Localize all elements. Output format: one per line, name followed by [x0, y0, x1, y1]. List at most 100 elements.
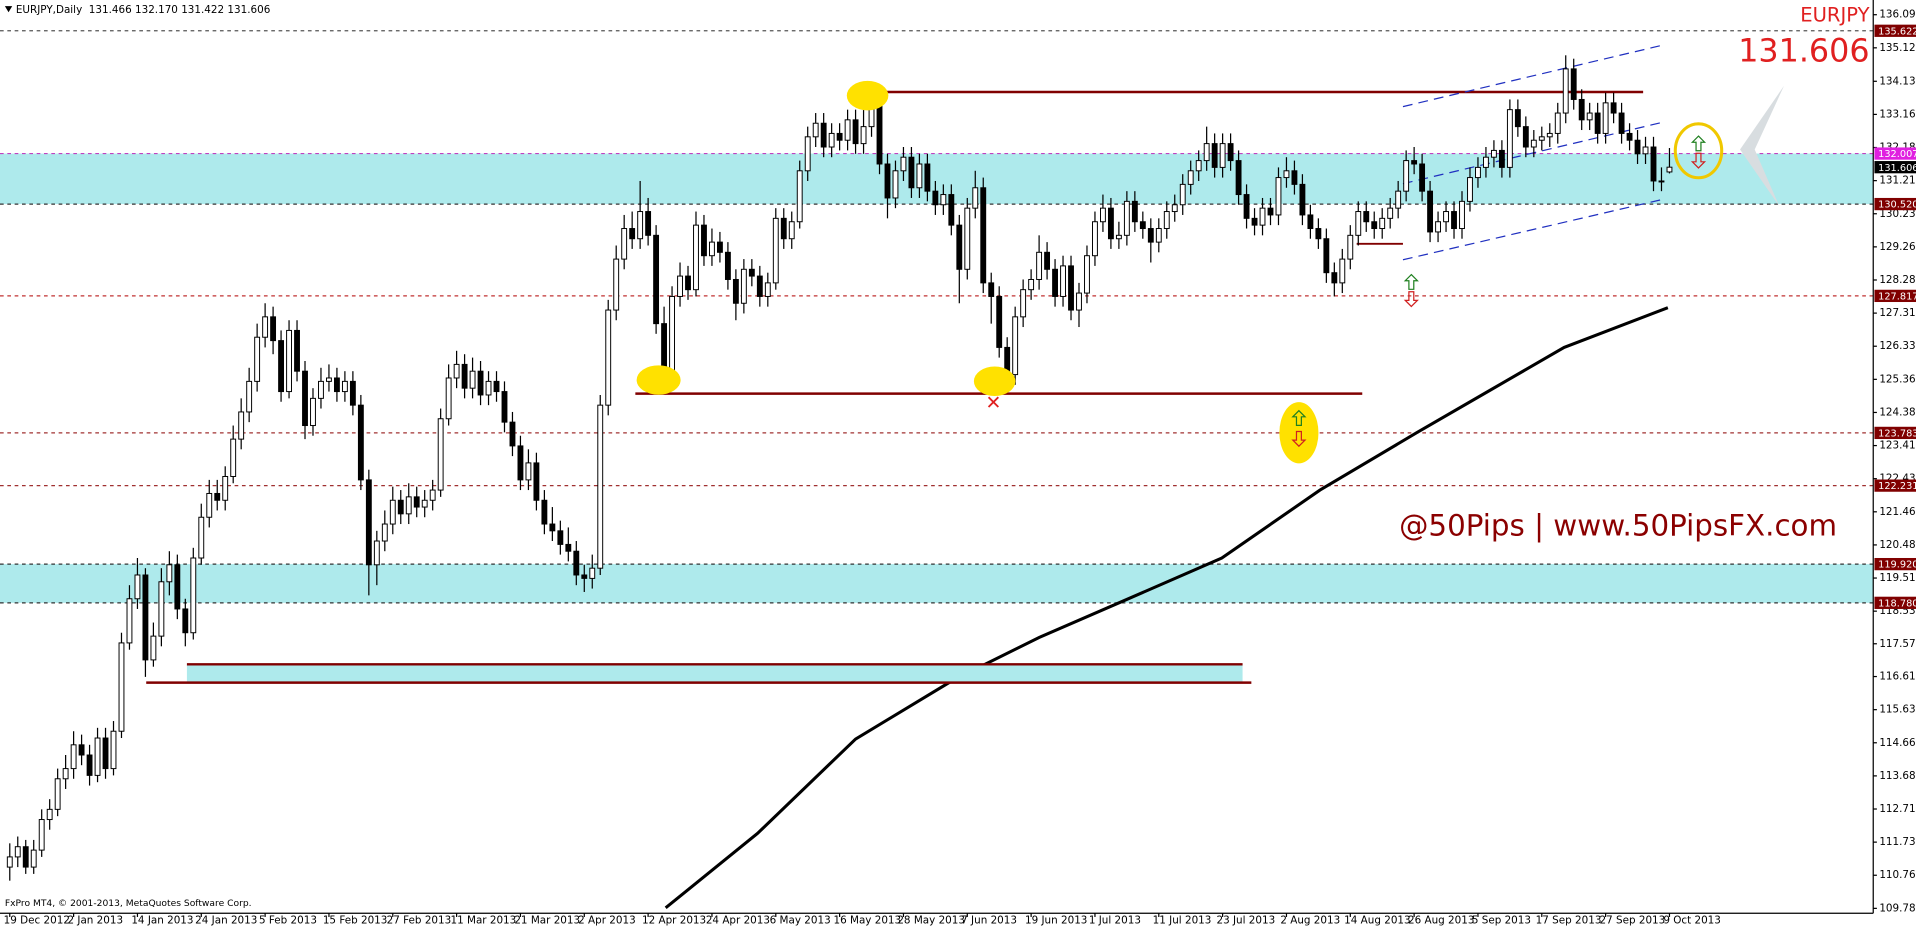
y-tick-label: 127.310 — [1879, 307, 1916, 319]
candle-body — [1259, 207, 1266, 226]
level-box — [1874, 426, 1916, 440]
candle-body — [1498, 149, 1505, 168]
x-tick-label: 11 Mar 2013 — [451, 915, 517, 927]
candle-body — [246, 380, 253, 413]
candle-body — [836, 132, 843, 141]
candle-body — [1459, 200, 1465, 230]
candle-body — [445, 377, 452, 420]
candle-body — [1155, 228, 1162, 243]
candle-body — [605, 309, 612, 406]
level-label: 135.622 — [1878, 26, 1916, 37]
level-box — [1874, 161, 1916, 174]
candle-body — [270, 316, 277, 342]
ma-layer — [664, 306, 1669, 910]
candle-body — [613, 258, 620, 311]
candle-body — [94, 737, 101, 776]
candle-body — [565, 543, 572, 552]
candle-body — [541, 499, 548, 525]
candle-body — [1522, 126, 1529, 148]
y-tick-label: 111.735 — [1879, 836, 1916, 848]
candle-body — [1123, 200, 1130, 236]
candle-body — [86, 754, 93, 776]
candle-body — [166, 564, 173, 583]
zones-layer — [0, 153, 1874, 603]
x-tick-label: 17 Sep 2013 — [1536, 915, 1602, 927]
candle-body — [134, 574, 141, 600]
level-box — [1874, 479, 1916, 492]
candle-body — [1235, 160, 1242, 196]
candle-body — [693, 224, 699, 291]
candle-body — [278, 340, 285, 393]
candle-body — [884, 163, 891, 199]
watermark: @50Pips | www.50PipsFX.com — [1399, 509, 1837, 544]
candle-body — [772, 217, 779, 284]
candle-body — [940, 194, 947, 206]
candle-body — [1139, 221, 1146, 230]
cross-mark — [987, 396, 999, 408]
x-tick-label: 1 Jul 2013 — [1089, 915, 1141, 927]
level-box — [1874, 289, 1916, 303]
candle-body — [1163, 211, 1170, 230]
level-label: 127.817 — [1878, 291, 1916, 302]
candle-body — [924, 163, 931, 192]
candle-body — [1060, 265, 1066, 297]
candle-body — [1323, 238, 1330, 274]
candle-body — [30, 849, 37, 868]
level-box — [1874, 24, 1916, 37]
x-tick-label: 21 Mar 2013 — [514, 915, 580, 927]
highlight-ellipse — [973, 366, 1016, 396]
candle-body — [70, 744, 77, 770]
candle-body — [198, 516, 205, 559]
candle-body — [629, 228, 636, 240]
x-tick-label: 19 Dec 2012 — [4, 915, 70, 927]
candle-body — [1427, 190, 1434, 233]
y-tick-label: 136.095 — [1879, 9, 1916, 21]
level-label: 130.520 — [1878, 200, 1916, 211]
candle-body — [796, 170, 803, 223]
y-tick-label: 123.410 — [1879, 440, 1916, 452]
candle-body — [262, 316, 269, 338]
highlight-ellipse — [636, 365, 681, 395]
level-label: 131.606 — [1878, 163, 1916, 174]
candle-body — [326, 377, 332, 382]
candle-body — [1307, 214, 1314, 230]
candle-body — [1403, 160, 1410, 192]
bid-price-label: 131.606 — [1738, 32, 1869, 70]
pointer-wedge — [1740, 85, 1785, 206]
x-tick-label: 5 Feb 2013 — [259, 915, 317, 927]
candle-body — [1467, 177, 1473, 202]
candle-body — [389, 499, 396, 525]
candle-body — [900, 156, 907, 172]
candles-layer — [6, 55, 1673, 881]
y-tick-label: 110.760 — [1879, 869, 1916, 881]
candle-body — [78, 744, 85, 756]
candle-body — [1546, 132, 1553, 138]
candle-body — [182, 608, 189, 634]
candle-body — [1506, 109, 1513, 168]
candle-body — [1666, 166, 1673, 173]
candle-body — [525, 462, 532, 481]
level-box — [1874, 147, 1916, 160]
candle-body — [732, 278, 739, 304]
x-tick-label: 27 Feb 2013 — [387, 915, 452, 927]
level-box — [1874, 557, 1916, 571]
x-tick-label: 19 Jun 2013 — [1025, 915, 1087, 927]
y-tick-label: 133.160 — [1879, 108, 1916, 120]
y-tick-label: 129.260 — [1879, 241, 1916, 253]
candle-body — [988, 282, 995, 297]
candle-body — [365, 479, 372, 566]
candle-body — [1594, 112, 1601, 134]
candle-body — [1387, 207, 1394, 219]
candle-body — [908, 156, 915, 189]
x-tick-label: 2 Jan 2013 — [67, 915, 123, 927]
candle-body — [780, 217, 787, 240]
candle-body — [1475, 166, 1481, 179]
symbol-icon — [4, 6, 13, 13]
candle-body — [804, 136, 811, 172]
candle-body — [892, 170, 899, 199]
overlay-line — [1402, 199, 1662, 261]
level-box — [1874, 197, 1916, 211]
candle-body — [637, 211, 644, 240]
candle-body — [1211, 143, 1218, 168]
x-tick-label: 7 Jun 2013 — [961, 915, 1017, 927]
